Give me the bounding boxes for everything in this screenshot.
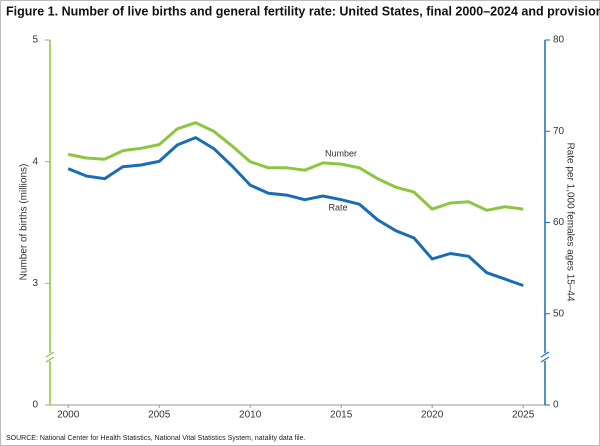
x-tick-label: 2025 [512, 410, 535, 421]
axis-break [45, 351, 55, 358]
y2-tick-label: 0 [553, 400, 559, 411]
chart-title: Figure 1. Number of live births and gene… [6, 4, 600, 18]
series-label: Number [325, 148, 357, 158]
y-axis-label: Number of births (millions) [19, 164, 30, 281]
axis-break [45, 356, 55, 363]
series-line [67, 121, 524, 212]
y2-tick-label: 80 [553, 35, 565, 46]
x-tick-label: 2015 [330, 410, 353, 421]
y-tick-label: 5 [32, 35, 38, 46]
x-tick-label: 2000 [57, 410, 80, 421]
axis-break [540, 351, 550, 358]
series-label: Rate [328, 202, 347, 212]
y2-axis-label: Rate per 1,000 females ages 15–44 [564, 143, 575, 302]
series-line [67, 136, 524, 287]
y2-tick-label: 50 [553, 308, 565, 319]
x-tick-label: 2005 [148, 410, 171, 421]
y-tick-label: 0 [32, 400, 38, 411]
y-tick-label: 4 [32, 156, 38, 167]
x-tick-label: 2020 [421, 410, 444, 421]
y2-tick-label: 60 [553, 217, 565, 228]
y2-tick-label: 70 [553, 126, 565, 137]
axis-break-gap [541, 353, 549, 361]
x-tick-label: 2010 [239, 410, 262, 421]
axis-break [540, 356, 550, 363]
source-note: SOURCE: National Center for Health Stati… [6, 435, 305, 442]
axis-break-gap [46, 353, 54, 361]
y-tick-label: 3 [32, 278, 38, 289]
